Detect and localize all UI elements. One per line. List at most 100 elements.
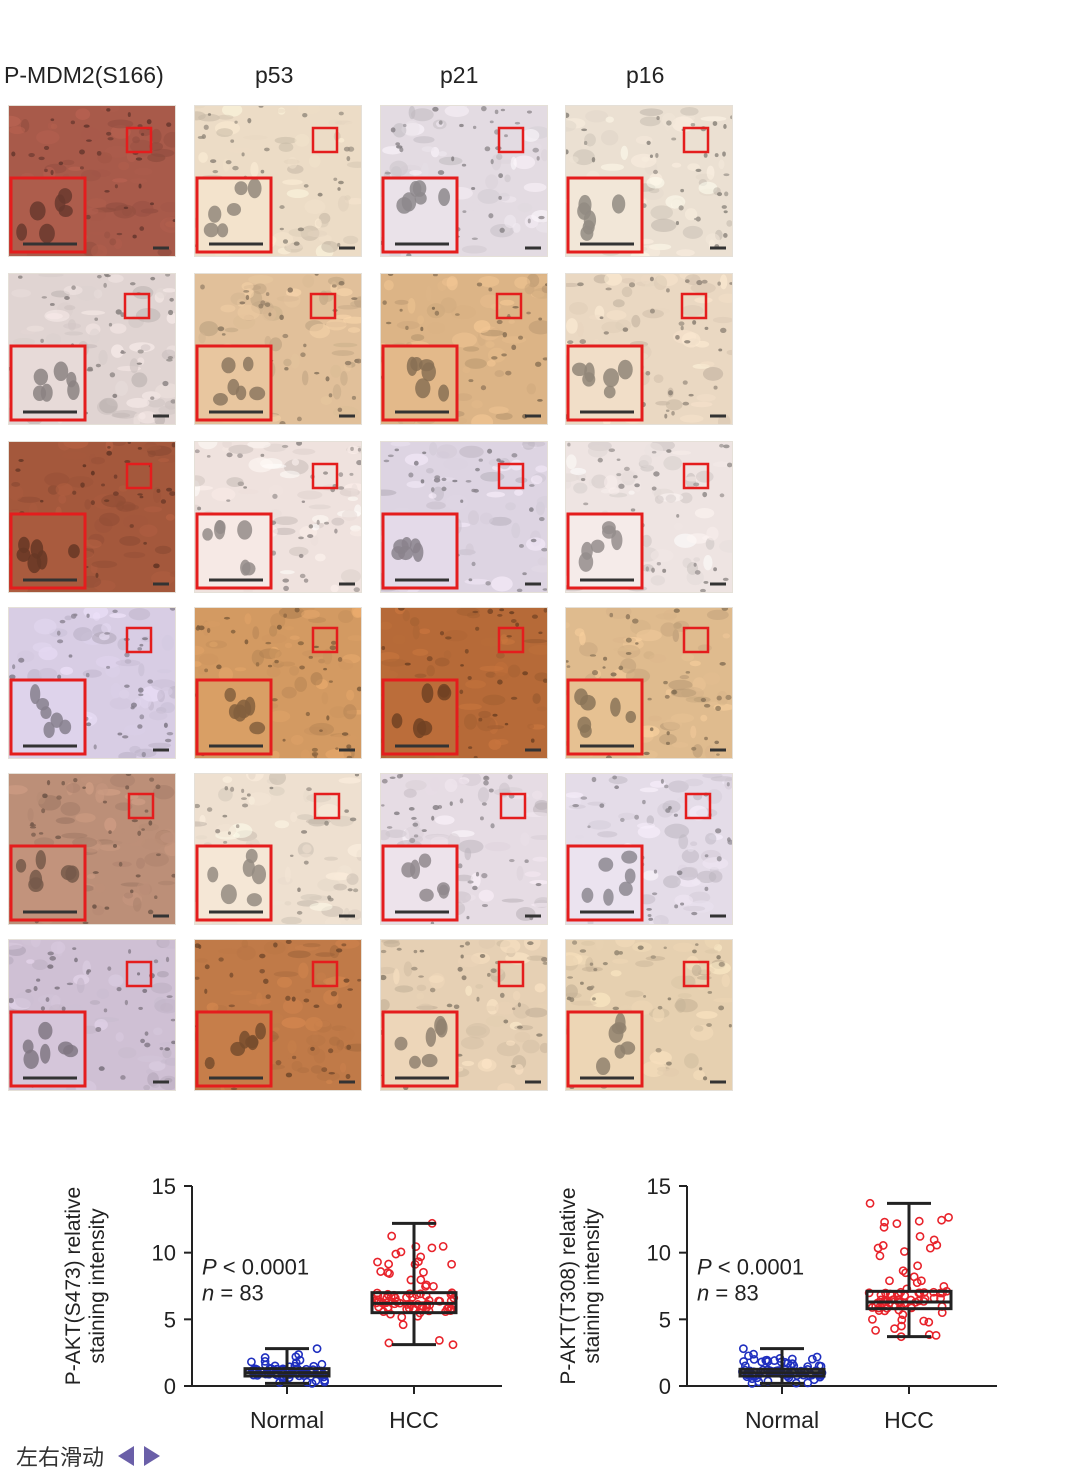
box-normal (738, 1344, 827, 1388)
data-point (807, 1354, 817, 1364)
y-tick-label: 5 (659, 1307, 671, 1332)
x-tick-label: HCC (389, 1407, 439, 1433)
data-point (434, 1335, 444, 1345)
y-axis-label: P-AKT(T308) relativestaining intensity (557, 1187, 604, 1384)
data-point (900, 1247, 909, 1256)
p-value-annotation: P < 0.0001 (202, 1255, 309, 1280)
ihc-panel-r3-c3 (380, 441, 548, 593)
data-point (247, 1357, 256, 1367)
data-point (384, 1259, 394, 1269)
box-normal (243, 1344, 331, 1388)
data-point (880, 1217, 889, 1227)
data-point (382, 1293, 392, 1303)
data-point (763, 1357, 773, 1366)
ihc-panel-r3-c2 (194, 441, 362, 593)
data-point (898, 1310, 908, 1320)
arrow-left-icon[interactable] (118, 1446, 135, 1466)
data-point (915, 1288, 925, 1298)
data-point (749, 1355, 759, 1364)
data-point (757, 1357, 767, 1367)
data-point (739, 1357, 749, 1366)
data-point (875, 1251, 885, 1261)
data-point (429, 1281, 438, 1291)
y-axis-label: P-AKT(S473) relativestaining intensity (62, 1187, 109, 1385)
data-point (803, 1378, 813, 1388)
ihc-panel-r4-c1 (8, 607, 176, 759)
data-point (865, 1198, 875, 1208)
ihc-panel-r2-c4 (565, 273, 733, 425)
column-header-p21: p21 (440, 62, 479, 88)
p-value-annotation: P < 0.0001 (697, 1255, 804, 1280)
column-header-p53: p53 (255, 62, 294, 88)
data-point (924, 1317, 934, 1327)
data-point (448, 1340, 458, 1350)
data-point (411, 1242, 421, 1252)
data-point (892, 1219, 902, 1229)
data-point (868, 1314, 877, 1324)
ihc-panel-r6-c1 (8, 939, 176, 1091)
box-plot-akt-s473: 0 5 10 15 P-AKT(S473) relativestaining inten… (62, 1174, 502, 1433)
data-point (917, 1276, 926, 1286)
swipe-hint-label: 左右滑动 (16, 1445, 105, 1470)
ihc-panel-r1-c2 (194, 105, 362, 257)
y-tick-label: 10 (152, 1241, 176, 1266)
ihc-panel-r6-c3 (380, 939, 548, 1091)
data-point (749, 1349, 758, 1359)
data-point (919, 1316, 929, 1326)
ihc-panel-r4-c4 (565, 607, 733, 759)
data-point (397, 1312, 407, 1322)
box-plot-akt-t308: 0 5 10 15 P-AKT(T308) relativestaining inten… (557, 1174, 997, 1433)
data-point (384, 1338, 394, 1348)
data-point (878, 1241, 888, 1250)
ihc-panel-r4-c2 (194, 607, 362, 759)
column-header-p-mdm2: P-MDM2(S166) (4, 62, 164, 88)
data-point (915, 1232, 925, 1241)
ihc-panel-r6-c2 (194, 939, 362, 1091)
data-point (898, 1266, 908, 1276)
data-point (320, 1377, 330, 1387)
ihc-panel-r2-c1 (8, 273, 176, 425)
data-point (398, 1320, 408, 1330)
data-point (897, 1315, 907, 1325)
data-point (387, 1231, 397, 1241)
ihc-panel-r5-c2 (194, 773, 362, 925)
y-tick-label: 10 (647, 1241, 671, 1266)
data-point (260, 1356, 270, 1366)
data-point (929, 1235, 939, 1245)
y-tick-label: 0 (164, 1374, 176, 1399)
data-point (373, 1257, 382, 1267)
data-point (422, 1300, 432, 1310)
x-tick-label: Normal (250, 1407, 324, 1433)
data-point (812, 1352, 822, 1362)
data-point (924, 1330, 934, 1340)
data-point (914, 1216, 924, 1226)
y-tick-label: 5 (164, 1307, 176, 1332)
data-point (435, 1296, 445, 1306)
data-point (787, 1354, 797, 1364)
data-point (871, 1326, 880, 1335)
ihc-panel-r1-c4 (565, 105, 733, 257)
x-tick-label: HCC (884, 1407, 934, 1433)
ihc-panel-r4-c3 (380, 607, 548, 759)
axes: 0 5 10 15 (647, 1174, 997, 1399)
arrow-right-icon[interactable] (144, 1446, 161, 1466)
y-tick-label: 15 (647, 1174, 671, 1199)
data-point (291, 1352, 301, 1362)
data-point (385, 1269, 394, 1278)
n-annotation: n = 83 (697, 1281, 759, 1306)
data-point (416, 1275, 426, 1285)
data-point (925, 1243, 935, 1253)
data-point (890, 1324, 899, 1334)
data-point (438, 1241, 448, 1251)
box-hcc (370, 1218, 459, 1350)
data-point (447, 1259, 457, 1269)
ihc-panel-r5-c4 (565, 773, 733, 925)
data-point (937, 1215, 946, 1225)
data-point (775, 1354, 785, 1363)
data-point (944, 1212, 953, 1222)
data-point (427, 1243, 437, 1253)
n-annotation: n = 83 (202, 1281, 264, 1306)
ihc-panel-r5-c1 (8, 773, 176, 925)
data-point (424, 1306, 434, 1316)
box-body (865, 1289, 953, 1311)
